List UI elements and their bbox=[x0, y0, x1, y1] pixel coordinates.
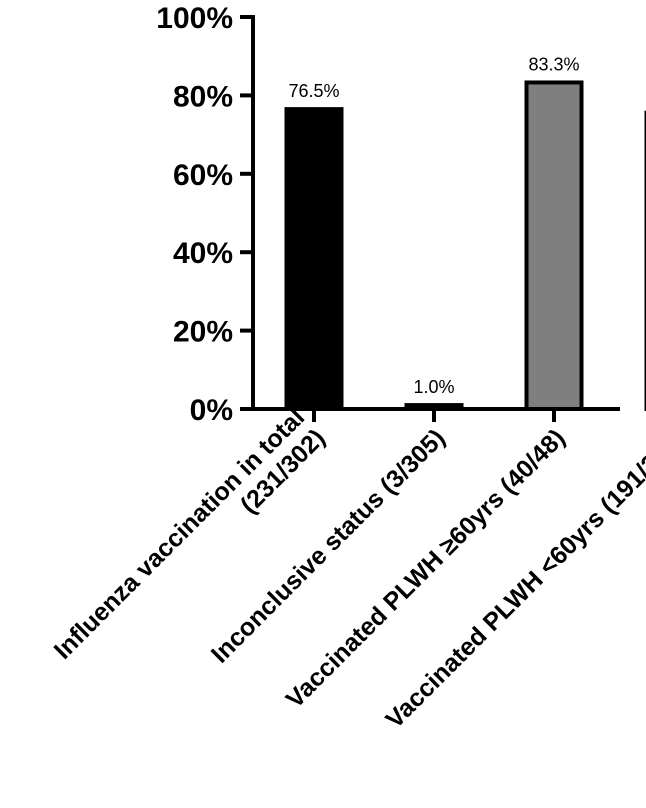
data-labels: 76.5%1.0%83.3%75.6% bbox=[288, 54, 579, 397]
data-label: 76.5% bbox=[288, 81, 339, 101]
y-tick-label: 100% bbox=[156, 2, 233, 35]
data-label: 83.3% bbox=[528, 54, 579, 74]
y-tick-label: 60% bbox=[173, 159, 233, 192]
y-tick-label: 20% bbox=[173, 316, 233, 349]
bar bbox=[284, 107, 344, 412]
y-tick-label: 80% bbox=[173, 80, 233, 113]
bars bbox=[284, 80, 646, 412]
x-tick-label-line: Influenza vaccination in total bbox=[49, 403, 310, 664]
x-tick-labels: Influenza vaccination in total(231/302)I… bbox=[49, 403, 646, 734]
y-tick-label: 40% bbox=[173, 237, 233, 270]
y-tick-label: 0% bbox=[190, 394, 233, 427]
axes: 0% 20% 40% 60% 80% 100% bbox=[156, 2, 620, 427]
bar bbox=[524, 80, 584, 412]
x-tick-label: Influenza vaccination in total(231/302) bbox=[49, 403, 331, 664]
data-label: 1.0% bbox=[413, 377, 454, 397]
bar bbox=[404, 403, 464, 411]
